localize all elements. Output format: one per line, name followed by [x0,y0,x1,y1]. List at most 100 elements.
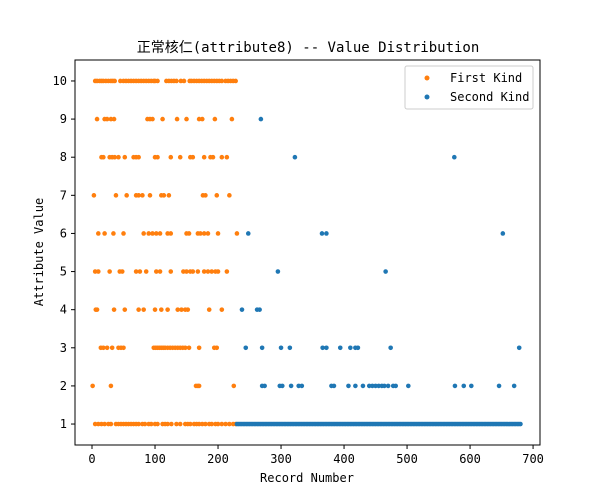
point-second-kind [278,345,284,351]
point-second-kind [331,383,337,389]
point-first-kind [136,154,141,160]
point-second-kind [355,345,361,351]
point-first-kind [90,383,95,389]
chart-title: 正常核仁(attribute8) -- Value Distribution [137,40,480,56]
point-first-kind [124,193,129,198]
point-first-kind [181,269,186,274]
point-first-kind [121,345,126,351]
point-first-kind [121,231,126,236]
point-first-kind [234,231,240,236]
point-first-kind [166,193,172,198]
point-first-kind [157,231,163,236]
y-tick-label: 2 [60,379,67,393]
point-second-kind [406,383,411,389]
point-first-kind [112,78,117,84]
plot-area-frame [74,59,541,446]
point-first-kind [92,421,98,427]
point-first-kind [184,116,189,122]
legend-label-first-kind: First Kind [450,71,522,85]
point-first-kind [113,193,119,198]
point-first-kind [104,345,110,351]
y-tick-label: 4 [60,303,67,317]
point-second-kind [275,269,281,274]
x-axis-label: Record Number [260,471,354,485]
point-second-kind [516,345,522,351]
point-second-kind [370,383,375,389]
point-second-kind [360,383,366,389]
point-second-kind [287,345,293,351]
point-second-kind [337,345,343,351]
point-first-kind [91,193,97,198]
point-second-kind [320,345,325,351]
point-first-kind [119,269,125,274]
point-first-kind [195,269,201,274]
point-first-kind [155,78,160,84]
x-tick-label: 500 [396,452,418,466]
y-tick-label: 9 [60,112,67,126]
point-second-kind [324,231,329,236]
point-first-kind [141,231,146,236]
point-first-kind [141,307,146,312]
point-first-kind [150,231,155,236]
point-first-kind [118,78,123,84]
point-first-kind [92,269,98,274]
point-first-kind [96,231,101,236]
point-first-kind [101,154,106,160]
point-first-kind [122,307,128,312]
legend-marker-first-kind [424,75,430,81]
point-first-kind [201,269,207,274]
point-second-kind [373,383,378,389]
point-second-kind [258,116,264,122]
point-first-kind [196,421,202,427]
point-first-kind [199,421,205,427]
point-first-kind [146,231,152,236]
point-second-kind [257,307,262,312]
point-first-kind [153,231,159,236]
point-second-kind [496,383,502,389]
point-second-kind [239,307,245,312]
point-first-kind [109,345,115,351]
legend: First Kind Second Kind [404,65,534,110]
y-axis: 1 2 3 4 5 6 7 8 9 10 [53,74,75,431]
point-first-kind [233,78,238,84]
point-first-kind [184,269,189,274]
point-first-kind [174,78,179,84]
point-first-kind [153,269,159,274]
point-second-kind [324,345,329,351]
point-second-kind [348,345,353,351]
point-first-kind [190,269,196,274]
point-second-kind [366,383,372,389]
legend-label-second-kind: Second Kind [450,90,529,104]
point-first-kind [185,307,191,312]
point-second-kind [245,231,251,236]
point-first-kind [210,154,216,160]
point-first-kind [199,116,205,122]
point-second-kind [262,383,267,389]
point-first-kind [181,78,187,84]
point-first-kind [94,116,100,122]
point-second-kind [383,269,388,274]
point-first-kind [168,269,174,274]
point-second-kind [388,345,393,351]
point-first-kind [190,154,196,160]
point-first-kind [108,116,114,122]
point-first-kind [155,154,160,160]
point-first-kind [152,307,158,312]
legend-box [404,65,534,110]
point-first-kind [147,193,153,198]
x-axis: 0 100 200 300 400 500 600 700 [88,445,544,466]
point-first-kind [140,193,145,198]
point-first-kind [104,116,110,122]
point-first-kind [214,193,220,198]
point-first-kind [201,154,207,160]
point-first-kind [223,421,228,427]
point-first-kind [214,345,220,351]
y-tick-label: 10 [53,74,67,88]
y-tick-label: 7 [60,188,67,202]
point-first-kind [108,383,114,389]
point-first-kind [215,231,221,236]
point-second-kind [243,345,249,351]
point-first-kind [96,269,101,274]
point-first-kind [227,193,232,198]
